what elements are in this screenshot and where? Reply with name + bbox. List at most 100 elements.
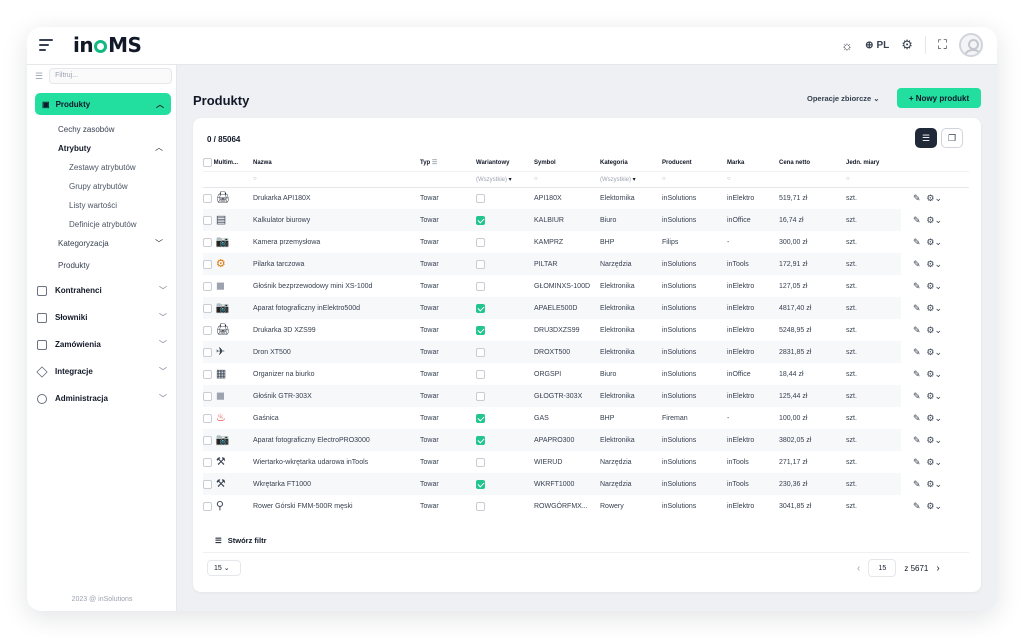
table-row[interactable]: ⚲ Rower Górski FMM-500R męski Towar ROWGÓRF… — [203, 495, 969, 517]
sidebar-filter-input[interactable]: Filtruj... — [49, 68, 172, 84]
name-cell[interactable]: Głośnik bezprzewodowy mini XS-100d — [253, 282, 373, 290]
name-cell[interactable]: Dron XT500 — [253, 341, 420, 363]
brand-filter[interactable]: ○ — [727, 171, 779, 188]
gear-icon[interactable]: ⚙⌄ — [926, 302, 942, 313]
sidebar-attr-item[interactable]: Zestawy atrybutów — [69, 163, 136, 172]
bulk-operations-button[interactable]: Operacje zbiorcze ⌄ — [807, 94, 880, 103]
gear-icon[interactable]: ⚙⌄ — [926, 236, 942, 247]
name-cell[interactable]: Kamera przemysłowa — [253, 238, 321, 246]
prev-page-icon[interactable]: ‹ — [857, 562, 861, 574]
row-checkbox[interactable] — [203, 457, 212, 467]
create-filter-button[interactable]: ☰ Stwórz filtr — [215, 536, 266, 545]
sidebar-item-slowniki[interactable]: Słowniki ﹀ — [37, 312, 167, 323]
row-checkbox[interactable] — [203, 391, 212, 401]
table-row[interactable]: 📷 Kamera przemysłowa Towar KAMPRZ BHP Filips -… — [203, 231, 969, 253]
edit-icon[interactable]: ✎ — [913, 258, 921, 269]
edit-icon[interactable]: ✎ — [913, 456, 921, 467]
edit-icon[interactable]: ✎ — [913, 346, 921, 357]
row-checkbox[interactable] — [203, 193, 212, 203]
col-brand[interactable]: Marka — [727, 155, 779, 172]
edit-icon[interactable]: ✎ — [913, 368, 921, 379]
sidebar-sub-cechy[interactable]: Cechy zasobów — [58, 125, 115, 134]
per-page-select[interactable]: 15 ⌄ — [207, 560, 241, 576]
row-checkbox[interactable] — [203, 501, 212, 511]
theme-toggle-icon[interactable]: ☼ — [841, 37, 854, 53]
col-unit[interactable]: Jedn. miary — [846, 155, 901, 172]
name-cell[interactable]: Aparat fotograficzny ElectroPRO3000 — [253, 429, 420, 451]
gear-icon[interactable]: ⚙⌄ — [926, 192, 942, 203]
edit-icon[interactable]: ✎ — [913, 434, 921, 445]
menu-icon[interactable] — [39, 39, 53, 51]
name-cell[interactable]: Drukarka 3D XZS99 — [253, 326, 316, 334]
sidebar-sub-atrybuty[interactable]: Atrybuty — [58, 144, 91, 153]
edit-icon[interactable]: ✎ — [913, 390, 921, 401]
table-row[interactable]: ◼ Głośnik bezprzewodowy mini XS-100d Towar… — [203, 275, 969, 297]
col-multimedia[interactable]: Multim... — [203, 155, 253, 172]
gear-icon[interactable]: ⚙⌄ — [926, 368, 942, 379]
app-logo[interactable]: in MS — [73, 33, 142, 57]
chevron-down-icon[interactable]: ﹀ — [155, 239, 163, 248]
sidebar-sub-produkty[interactable]: Produkty — [58, 261, 90, 270]
sidebar-attr-item[interactable]: Listy wartości — [69, 201, 118, 210]
table-row[interactable]: ▦ Organizer na biurko Towar ORGSPI Biuro inSo… — [203, 363, 969, 385]
name-cell[interactable]: Drukarka API180X — [253, 194, 311, 202]
edit-icon[interactable]: ✎ — [913, 280, 921, 291]
col-price[interactable]: Cena netto — [779, 155, 846, 172]
producer-filter[interactable]: ○ — [662, 171, 727, 188]
sidebar-sub-kategoryzacja[interactable]: Kategoryzacja — [58, 239, 109, 248]
name-filter[interactable]: ○ — [253, 171, 420, 188]
edit-icon[interactable]: ✎ — [913, 324, 921, 335]
name-cell[interactable]: Aparat fotograficzny inElektro500d — [253, 297, 420, 319]
edit-icon[interactable]: ✎ — [913, 500, 921, 511]
table-row[interactable]: ▤ Kalkulator biurowy Towar KALBIUR Biuro inSo… — [203, 209, 969, 231]
row-checkbox[interactable] — [203, 435, 212, 445]
row-checkbox[interactable] — [203, 479, 212, 489]
gear-icon[interactable]: ⚙⌄ — [926, 500, 942, 511]
table-row[interactable]: 📷 Aparat fotograficzny inElektro500d Towar… — [203, 297, 969, 319]
gear-icon[interactable]: ⚙⌄ — [926, 214, 942, 225]
sidebar-item-integracje[interactable]: Integracje ﹀ — [36, 365, 167, 378]
row-checkbox[interactable] — [203, 369, 212, 379]
avatar[interactable] — [959, 33, 983, 57]
columns-button[interactable]: ❐ — [941, 128, 963, 148]
filter-icon[interactable]: ☰ — [431, 160, 438, 167]
row-checkbox[interactable] — [203, 215, 212, 225]
name-cell[interactable]: Pilarka tarczowa — [253, 253, 420, 275]
edit-icon[interactable]: ✎ — [913, 192, 921, 203]
table-row[interactable]: 📷 Aparat fotograficzny ElectroPRO3000 Towa… — [203, 429, 969, 451]
name-cell[interactable]: Rower Górski FMM-500R męski — [253, 502, 353, 510]
next-page-icon[interactable]: › — [936, 562, 940, 574]
name-cell[interactable]: Organizer na biurko — [253, 370, 315, 378]
col-variant[interactable]: Wariantowy — [476, 155, 534, 172]
gear-icon[interactable]: ⚙⌄ — [926, 258, 942, 269]
sidebar-item-administracja[interactable]: Administracja ﹀ — [37, 393, 167, 404]
language-selector[interactable]: ⊕ PL — [865, 40, 889, 51]
name-cell[interactable]: Głośnik GTR-303X — [253, 385, 420, 407]
symbol-filter[interactable]: ○ — [534, 171, 600, 188]
filter-toggle-button[interactable]: ☰ — [915, 128, 937, 148]
edit-icon[interactable]: ✎ — [913, 236, 921, 247]
unit-filter[interactable]: ○ — [846, 171, 901, 188]
fullscreen-icon[interactable]: ⛶ — [937, 37, 947, 52]
table-row[interactable]: ⚒ Wiertarko-wkrętarka udarowa inTools Towa… — [203, 451, 969, 473]
sidebar-attr-item[interactable]: Definicje atrybutów — [69, 220, 137, 229]
gear-icon[interactable]: ⚙⌄ — [926, 390, 942, 401]
col-name[interactable]: Nazwa — [253, 155, 420, 172]
edit-icon[interactable]: ✎ — [913, 214, 921, 225]
name-cell[interactable]: Wkrętarka FT1000 — [253, 473, 420, 495]
page-input[interactable]: 15 — [868, 559, 897, 577]
col-category[interactable]: Kategoria — [600, 155, 662, 172]
sidebar-item-zamowienia[interactable]: Zamówienia ﹀ — [37, 339, 167, 350]
edit-icon[interactable]: ✎ — [913, 478, 921, 489]
variant-filter[interactable]: (Wszystkie) ▾ — [476, 171, 534, 188]
gear-icon[interactable]: ⚙⌄ — [926, 412, 942, 423]
sidebar-attr-item[interactable]: Grupy atrybutów — [69, 182, 128, 191]
edit-icon[interactable]: ✎ — [913, 302, 921, 313]
gear-icon[interactable]: ⚙⌄ — [926, 280, 942, 291]
table-row[interactable]: ⚒ Wkrętarka FT1000 Towar WKRFT1000 Narzędzia… — [203, 473, 969, 495]
select-all-checkbox[interactable] — [203, 158, 212, 168]
chevron-up-icon[interactable]: ︿ — [155, 143, 163, 152]
row-checkbox[interactable] — [203, 237, 212, 247]
col-type[interactable]: Typ ☰ — [420, 155, 476, 172]
name-cell[interactable]: Kalkulator biurowy — [253, 209, 420, 231]
